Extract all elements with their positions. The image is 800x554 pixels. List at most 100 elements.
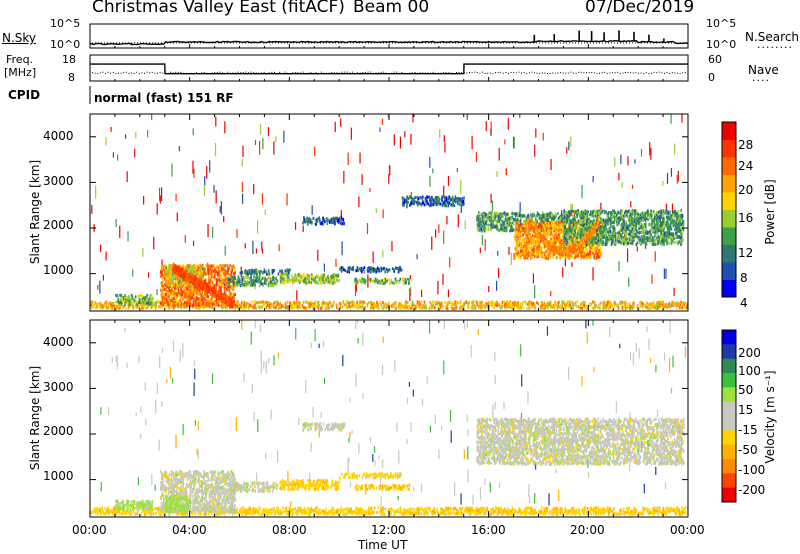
power-echo	[260, 279, 262, 283]
power-echo	[373, 304, 376, 308]
power-noise-echo	[571, 203, 573, 213]
power-echo	[306, 216, 308, 220]
power-echo	[492, 302, 495, 306]
n-search-dot	[374, 42, 375, 44]
power-echo	[485, 303, 488, 307]
power-echo	[388, 281, 391, 285]
n-search-dot	[245, 42, 246, 44]
nave-dot	[443, 72, 444, 74]
power-echo	[230, 292, 232, 296]
power-echo	[478, 211, 480, 215]
power-echo	[186, 268, 189, 272]
power-echo	[486, 218, 489, 222]
power-echo	[512, 217, 515, 221]
power-echo	[282, 279, 285, 283]
power-noise-echo	[369, 187, 371, 193]
n-search-dot	[668, 42, 669, 44]
power-echo	[215, 283, 218, 287]
n-search-dot	[281, 42, 282, 44]
power-echo	[416, 300, 419, 304]
power-echo	[676, 301, 678, 305]
n-search-dot	[392, 42, 393, 44]
power-echo	[128, 300, 131, 304]
power-echo	[394, 303, 397, 307]
power-echo	[298, 278, 301, 282]
power-echo	[361, 277, 364, 281]
power-echo	[122, 296, 125, 300]
power-echo	[567, 300, 570, 304]
power-echo	[501, 227, 503, 231]
nave-dot	[172, 72, 174, 74]
power-echo	[173, 296, 175, 300]
n-search-dot	[116, 42, 117, 44]
power-echo	[183, 281, 186, 285]
n-search-dot	[533, 42, 534, 44]
power-echo	[197, 291, 199, 295]
power-echo	[137, 295, 140, 299]
power-echo	[207, 272, 210, 276]
power-echo	[138, 305, 140, 309]
power-echo	[230, 284, 232, 288]
power-echo	[136, 305, 139, 309]
nave-dot	[370, 71, 372, 73]
power-echo	[118, 306, 120, 310]
power-echo	[244, 305, 247, 309]
power-echo	[126, 295, 129, 299]
power-echo	[476, 303, 479, 307]
power-echo	[166, 276, 168, 280]
power-echo	[162, 265, 165, 269]
power-noise-echo	[147, 272, 150, 278]
power-echo	[482, 227, 485, 231]
power-echo	[371, 269, 373, 273]
power-echo	[619, 301, 622, 305]
power-noise-echo	[379, 127, 381, 132]
power-echo	[679, 303, 682, 307]
power-noise-echo	[244, 243, 246, 249]
power-echo	[228, 280, 231, 284]
power-echo	[195, 296, 198, 300]
power-noise-echo	[366, 223, 369, 235]
power-echo	[176, 264, 178, 268]
power-echo	[507, 212, 510, 216]
power-echo	[474, 304, 477, 308]
power-echo	[196, 272, 198, 276]
power-echo	[497, 216, 500, 220]
power-echo	[150, 304, 153, 308]
power-echo	[556, 219, 559, 223]
power-echo	[455, 305, 458, 309]
power-echo	[163, 294, 165, 298]
power-echo	[444, 204, 446, 208]
n-search-dot	[317, 42, 318, 44]
power-echo	[338, 219, 341, 223]
power-echo	[599, 306, 601, 310]
nave-dot	[534, 72, 535, 74]
nave-dot	[222, 72, 223, 74]
power-echo	[348, 270, 351, 274]
n-search-dot	[218, 42, 219, 44]
power-echo	[406, 301, 409, 305]
power-echo	[168, 270, 171, 274]
power-echo	[343, 222, 345, 226]
power-echo	[168, 295, 170, 299]
power-echo	[283, 281, 286, 285]
nave-dot	[185, 72, 187, 74]
power-echo	[335, 273, 337, 277]
power-echo	[225, 287, 228, 291]
n-search-dot	[473, 42, 474, 44]
power-echo	[402, 203, 404, 207]
power-echo	[480, 222, 483, 226]
power-echo	[548, 302, 551, 306]
power-echo	[222, 268, 225, 272]
power-noise-echo	[105, 251, 107, 261]
power-echo	[228, 285, 231, 289]
power-echo	[525, 302, 527, 306]
power-echo	[512, 301, 514, 305]
power-echo	[508, 301, 511, 305]
power-echo	[328, 306, 330, 310]
power-echo	[225, 306, 228, 310]
power-echo	[195, 303, 197, 307]
n-search-dot	[584, 42, 585, 44]
n-search-dot	[650, 42, 651, 44]
power-echo	[216, 278, 218, 282]
